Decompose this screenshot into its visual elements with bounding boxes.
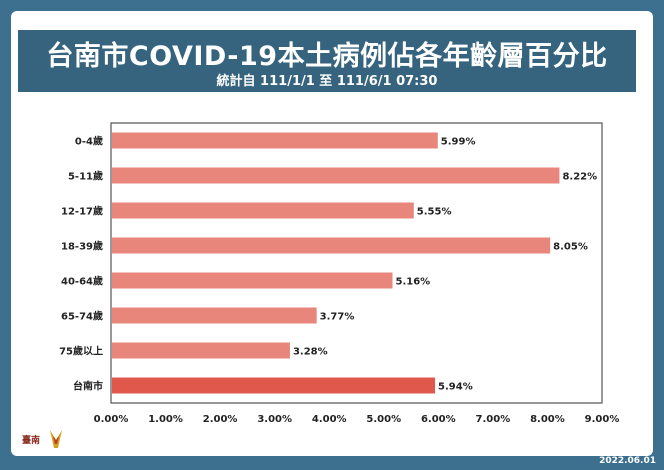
data-label: 5.55% [417, 207, 452, 218]
x-tick-label: 3.00% [257, 414, 292, 425]
category-label: 台南市 [73, 380, 103, 393]
data-label: 3.28% [293, 347, 328, 358]
x-tick-label: 4.00% [312, 414, 347, 425]
category-label: 12-17歲 [61, 205, 103, 218]
x-tick-label: 2.00% [203, 414, 238, 425]
bar [112, 132, 438, 149]
bar [112, 202, 414, 219]
category-label: 18-39歲 [61, 240, 103, 253]
category-label: 40-64歲 [61, 275, 103, 288]
bar [112, 342, 290, 359]
x-tick-label: 9.00% [585, 414, 620, 425]
x-tick-label: 1.00% [148, 414, 183, 425]
x-tick-label: 6.00% [421, 414, 456, 425]
data-label: 5.16% [396, 277, 431, 288]
bar [112, 237, 551, 254]
category-label: 75歲以上 [59, 345, 103, 358]
x-tick-label: 0.00% [94, 414, 129, 425]
chart-title: 台南市COVID-19本土病例佔各年齡層百分比 [46, 41, 608, 72]
footer-date: 2022.06.01 [599, 456, 656, 466]
x-tick-label: 8.00% [530, 414, 565, 425]
category-label: 5-11歲 [68, 170, 103, 183]
data-label: 8.22% [562, 172, 597, 183]
data-label: 5.94% [438, 382, 473, 393]
chart-subtitle: 統計自 111/1/1 至 111/6/1 07:30 [216, 74, 438, 89]
category-label: 0-4歲 [75, 135, 103, 148]
plot-frame [110, 122, 603, 404]
category-label: 65-74歲 [61, 310, 103, 323]
data-label: 3.77% [320, 312, 355, 323]
bar [112, 167, 560, 184]
data-label: 8.05% [553, 242, 588, 253]
bar [112, 307, 317, 324]
bar [112, 272, 393, 289]
tainan-logo: 臺南 [22, 430, 62, 448]
svg-text:臺南: 臺南 [22, 434, 40, 446]
x-tick-label: 7.00% [476, 414, 511, 425]
title-bar: 台南市COVID-19本土病例佔各年齡層百分比 統計自 111/1/1 至 11… [18, 30, 636, 92]
x-tick-label: 5.00% [366, 414, 401, 425]
data-label: 5.99% [441, 137, 476, 148]
bar [112, 377, 436, 394]
